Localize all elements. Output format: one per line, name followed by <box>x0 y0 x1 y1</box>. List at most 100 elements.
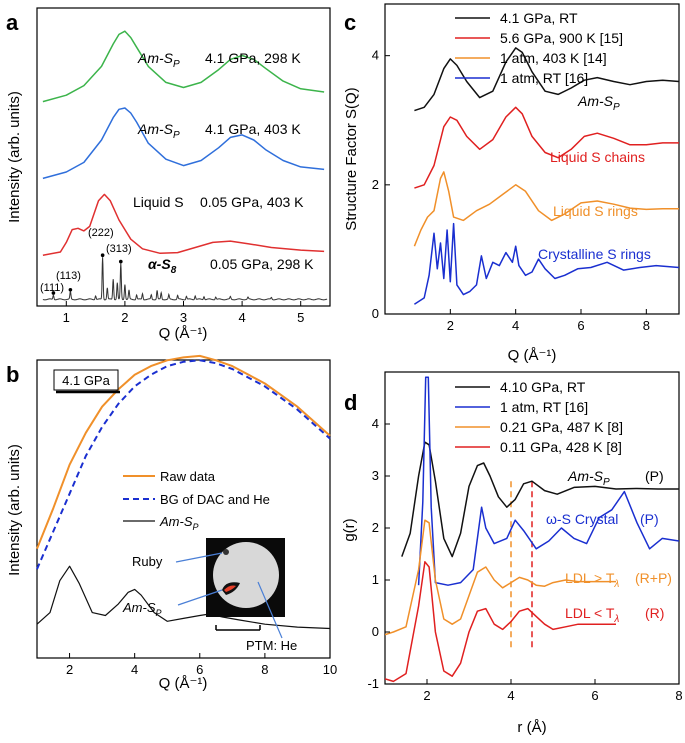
panel-b: b 2 4 6 8 10 Q (Å⁻¹) Intensity (arb. units) … <box>6 354 337 692</box>
panel-d-plot <box>385 376 679 683</box>
panel-c-plot <box>413 47 680 305</box>
b-pressure-box <box>53 369 119 391</box>
panel-d-xlabel: r (Å) <box>517 719 546 736</box>
d-series-1 <box>417 376 679 586</box>
b-series-2 <box>36 565 331 630</box>
d-xtick-label-6: 6 <box>591 688 598 703</box>
c-ytick-label-0: 0 <box>372 306 379 321</box>
b-pressure-text: 4.1 GPa <box>62 373 110 388</box>
b-xtick-label-10: 10 <box>323 662 337 677</box>
panel-b-x-ticks: 2 4 6 8 10 <box>66 653 337 677</box>
c-legend-label-0: 4.1 GPa, RT <box>500 10 578 26</box>
c-ytick-label-2: 2 <box>372 177 379 192</box>
a-annot-222: (222) <box>88 227 114 239</box>
d-xtick-label-2: 2 <box>423 688 430 703</box>
panel-d-ylabel: g(r) <box>341 518 358 541</box>
d-annot-amsp: Am-SP <box>567 468 610 488</box>
c-xtick-label-2: 2 <box>447 318 454 333</box>
d-annot-omega: ω-S Crystal <box>546 511 618 527</box>
panel-a-letter: a <box>6 10 19 35</box>
d-annot-omega-tag: (P) <box>640 511 659 527</box>
d-annot-ldl-above: LDL > Tλ <box>565 570 619 590</box>
a-xtick-label-2: 2 <box>121 310 128 325</box>
panel-c-legend: 4.1 GPa, RT 5.6 GPa, 900 K [15] 1 atm, 4… <box>455 10 623 86</box>
c-annot-amsp: Am-SP <box>577 93 620 113</box>
b-arrow-ruby <box>175 552 223 563</box>
c-series-3 <box>413 222 680 305</box>
c-xtick-label-8: 8 <box>643 318 650 333</box>
panel-a-xlabel: Q (Å⁻¹) <box>159 325 208 342</box>
d-xtick-label-8: 8 <box>675 688 682 703</box>
b-inset-sample-red <box>224 585 236 592</box>
d-annot-ldl-below-tag: (R) <box>645 605 664 621</box>
b-legend-raw-label: Raw data <box>160 469 216 484</box>
d-ytick-label-1: 1 <box>372 572 379 587</box>
d-ytick-label-3: 3 <box>372 468 379 483</box>
d-legend-label-2: 0.21 GPa, 487 K [8] <box>500 419 623 435</box>
a-annot-313: (313) <box>106 243 132 255</box>
d-ytick-label--1: -1 <box>367 676 379 691</box>
b-arrow-medium <box>257 581 283 639</box>
a-series-0 <box>42 30 325 103</box>
panel-a-ylabel: Intensity (arb. units) <box>6 91 23 223</box>
b-legend-amsp-label: Am-SP <box>159 514 199 532</box>
panel-b-letter: b <box>6 362 19 387</box>
a-series-2 <box>42 193 325 256</box>
d-xtick-label-4: 4 <box>507 688 514 703</box>
d-legend-label-1: 1 atm, RT [16] <box>500 399 588 415</box>
a-xtick-label-3: 3 <box>180 310 187 325</box>
panel-c-ticks: 2 4 6 8 0 2 4 <box>372 48 650 333</box>
a-annot-113: (113) <box>56 270 81 282</box>
c-annot-liquid-rings: Liquid S rings <box>553 203 638 219</box>
b-legend-bg-label: BG of DAC and He <box>160 492 270 507</box>
d-ytick-label-4: 4 <box>372 416 379 431</box>
panel-d-ticks: 2 4 6 8 -1 0 1 2 3 4 <box>367 416 682 703</box>
c-series-0 <box>414 47 680 112</box>
d-legend-label-3: 0.11 GPa, 428 K [8] <box>500 439 622 455</box>
b-inset-ruby-label: Ruby <box>132 554 163 569</box>
panel-b-plot <box>36 354 331 630</box>
d-ytick-label-2: 2 <box>372 520 379 535</box>
d-annot-ldl-below: LDL < Tλ <box>565 605 619 625</box>
a-label-liquid-s: Liquid S <box>133 194 184 210</box>
a-xtick-label-4: 4 <box>238 310 245 325</box>
c-series-1 <box>414 106 679 189</box>
c-legend-label-3: 1 atm, RT [16] <box>500 70 588 86</box>
a-xtick-label-1: 1 <box>63 310 70 325</box>
panel-c-frame <box>384 3 680 315</box>
panel-b-ylabel: Intensity (arb. units) <box>6 444 23 576</box>
a-series-alpha-s8 <box>42 257 328 301</box>
panel-b-frame <box>36 359 331 659</box>
a-series-1 <box>42 107 325 180</box>
d-annot-ldl-above-tag: (R+P) <box>635 570 672 586</box>
b-series-1 <box>36 359 331 570</box>
a-annot-111: (111) <box>40 282 64 294</box>
d-ytick-label-0: 0 <box>372 624 379 639</box>
a-label-amsp-403: Am-SP <box>137 121 180 141</box>
a-label-amsp-298: Am-SP <box>137 50 180 70</box>
c-annot-liquid-chains: Liquid S chains <box>550 149 645 165</box>
a-xtick-label-5: 5 <box>297 310 304 325</box>
d-series-3 <box>385 561 616 683</box>
d-series-0 <box>401 441 679 558</box>
c-xtick-label-4: 4 <box>512 318 519 333</box>
b-inset-ruby <box>223 549 229 555</box>
d-series-2 <box>385 519 616 636</box>
c-legend-label-1: 5.6 GPa, 900 K [15] <box>500 30 623 46</box>
a-cond-amsp-298: 4.1 GPa, 298 K <box>205 50 301 66</box>
b-inset-sample-chamber <box>213 542 279 608</box>
panel-c-xlabel: Q (Å⁻¹) <box>508 347 557 364</box>
c-annot-crystalline-rings: Crystalline S rings <box>538 246 651 262</box>
panel-b-xlabel: Q (Å⁻¹) <box>159 675 208 692</box>
a-annot-dot-2 <box>100 253 105 257</box>
b-inset-medium-label: PTM: He <box>246 638 297 653</box>
b-xtick-label-6: 6 <box>196 662 203 677</box>
c-series-2 <box>413 171 679 247</box>
a-annot-dot-3 <box>118 259 123 264</box>
b-xtick-label-4: 4 <box>131 662 138 677</box>
c-xtick-label-6: 6 <box>577 318 584 333</box>
panel-d-letter: d <box>344 390 357 415</box>
panel-a-plot <box>42 30 328 301</box>
